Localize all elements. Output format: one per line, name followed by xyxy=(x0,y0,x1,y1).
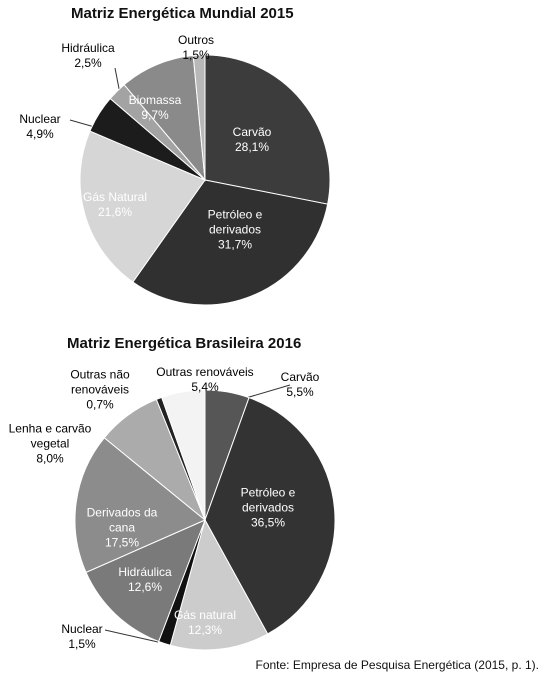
slice-label: Nuclear 4,9% xyxy=(10,112,70,142)
chart-title: Matriz Energética Mundial 2015 xyxy=(71,5,294,22)
category-label: Nuclear xyxy=(19,112,61,126)
value-label: 4,9% xyxy=(26,127,54,141)
slice-label: Hidráulica 12,6% xyxy=(110,565,180,595)
category-label: Gás natural xyxy=(173,608,237,622)
slice-label: Derivados da cana 17,5% xyxy=(72,506,172,551)
slice-label: Petróleo e derivados 36,5% xyxy=(223,486,313,531)
slice-label: Petróleo e derivados 31,7% xyxy=(190,208,280,253)
pie-slice xyxy=(204,397,336,635)
category-label: Carvão xyxy=(232,125,272,139)
value-label: 5,4% xyxy=(191,380,219,394)
value-label: 1,5% xyxy=(68,637,96,651)
category-label: Biomassa xyxy=(128,93,182,107)
category-label: Hidráulica xyxy=(61,41,115,55)
category-label: Petróleo e derivados xyxy=(207,207,263,237)
pie-slice xyxy=(79,130,206,283)
value-label: 5,5% xyxy=(286,385,314,399)
value-label: 1,5% xyxy=(182,48,210,62)
category-label: Nuclear xyxy=(61,622,103,636)
category-label: Derivados da cana xyxy=(86,505,158,535)
slice-label: Biomassa 9,7% xyxy=(120,93,190,123)
chart-title: Matriz Energética Brasileira 2016 xyxy=(67,335,302,352)
pie-slice xyxy=(192,54,206,181)
value-label: 21,6% xyxy=(97,205,133,219)
value-label: 8,0% xyxy=(36,451,64,466)
pie-slice xyxy=(85,519,206,643)
category-label: Lenha e carvão vegetal xyxy=(8,421,92,451)
value-label: 36,5% xyxy=(250,515,286,530)
slice-label: Outras não renováveis 0,7% xyxy=(60,368,140,413)
slice-label: Carvão 5,5% xyxy=(270,370,330,400)
value-label: 17,5% xyxy=(104,535,140,550)
value-label: 12,3% xyxy=(187,623,223,637)
slice-label: Lenha e carvão vegetal 8,0% xyxy=(5,422,95,467)
value-label: 31,7% xyxy=(217,237,253,252)
slice-label: Outros 1,5% xyxy=(171,33,221,63)
pie-slice xyxy=(123,55,206,182)
slice-label: Outras renováveis 5,4% xyxy=(155,365,255,395)
value-label: 0,7% xyxy=(86,397,114,412)
category-label: Outros xyxy=(177,33,214,47)
value-label: 2,5% xyxy=(74,56,102,70)
source: Fonte: Empresa de Pesquisa Energética (2… xyxy=(255,658,540,672)
value-label: 28,1% xyxy=(234,140,270,154)
category-label: Gás Natural xyxy=(82,190,148,204)
value-label: 9,7% xyxy=(141,108,169,122)
pie-slice xyxy=(74,437,206,574)
category-label: Petróleo e derivados xyxy=(240,485,296,515)
category-label: Hidráulica xyxy=(118,565,172,579)
slice-label: Gás Natural 21,6% xyxy=(75,190,155,220)
pie-slice xyxy=(204,54,331,205)
category-label: Outras não renováveis xyxy=(70,367,130,397)
category-label: Outras renováveis xyxy=(156,365,254,379)
slice-label: Gás natural 12,3% xyxy=(165,608,245,638)
value-label: 12,6% xyxy=(127,580,163,594)
slice-label: Nuclear 1,5% xyxy=(52,622,112,652)
slice-label: Carvão 28,1% xyxy=(212,125,292,155)
pie-slice xyxy=(132,179,329,306)
pie-slice xyxy=(169,518,269,651)
category-label: Carvão xyxy=(280,370,320,384)
slice-label: Hidráulica 2,5% xyxy=(53,41,123,71)
pie-slice xyxy=(161,389,206,521)
